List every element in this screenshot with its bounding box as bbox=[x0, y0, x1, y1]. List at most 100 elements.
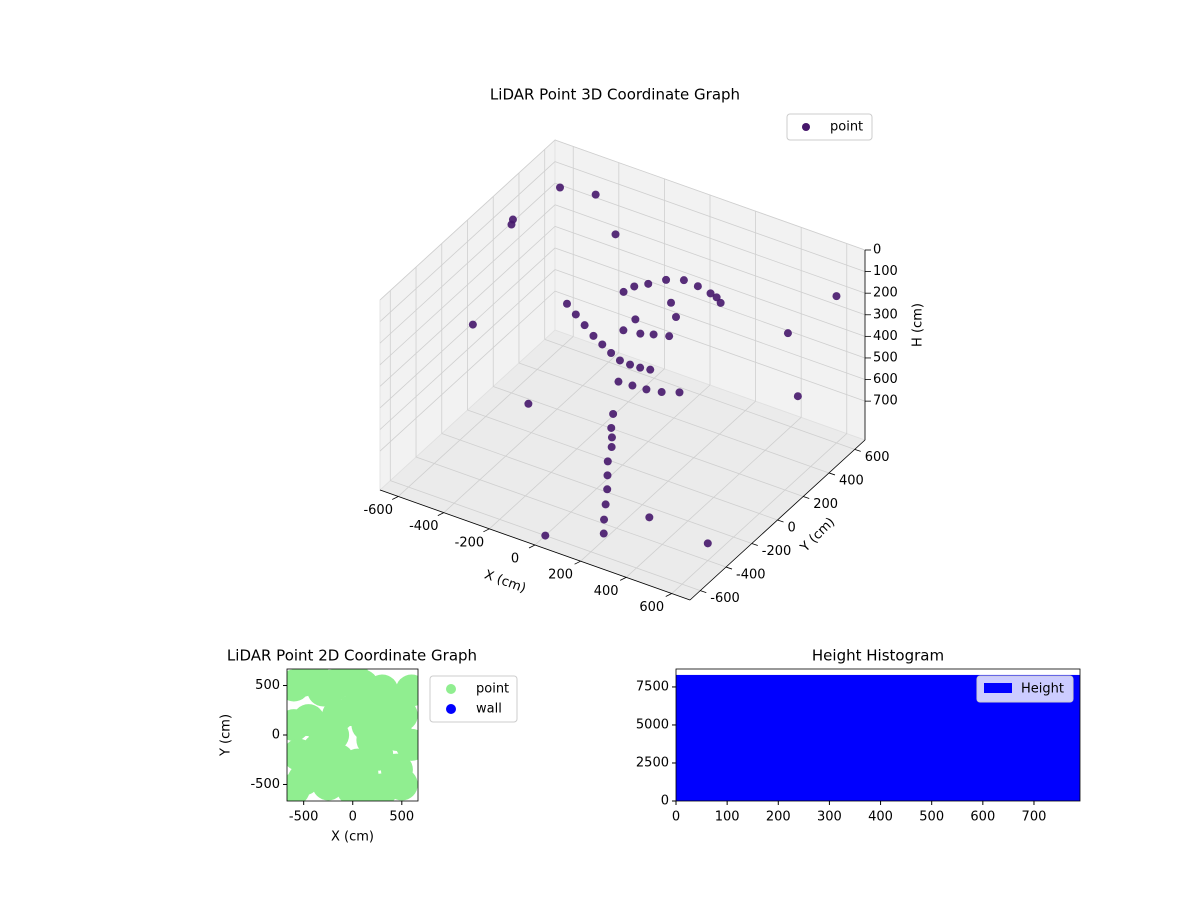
plot-frame bbox=[675, 668, 1081, 802]
y-tick-label: 0 bbox=[788, 521, 796, 536]
legend-marker bbox=[446, 704, 456, 714]
grid-line bbox=[379, 204, 556, 366]
z-tick-label: 500 bbox=[873, 350, 898, 365]
point bbox=[636, 363, 645, 372]
grid-line bbox=[379, 290, 556, 452]
point bbox=[619, 287, 628, 296]
x-tick-label: 400 bbox=[868, 810, 893, 825]
point bbox=[614, 377, 623, 386]
point bbox=[679, 276, 688, 285]
point bbox=[631, 315, 640, 324]
grid-line bbox=[467, 409, 778, 521]
y-tick-label: 400 bbox=[839, 473, 864, 488]
point bbox=[675, 388, 684, 397]
point bbox=[607, 423, 616, 432]
tick-mark bbox=[392, 496, 399, 500]
y-tick-label: -600 bbox=[710, 591, 740, 606]
axis-line bbox=[689, 439, 866, 601]
point bbox=[645, 513, 654, 522]
grid-line bbox=[379, 226, 556, 387]
z-tick-label: 200 bbox=[873, 286, 898, 301]
grid-line bbox=[493, 386, 804, 497]
point bbox=[562, 299, 571, 308]
point bbox=[619, 326, 628, 335]
point bbox=[607, 433, 616, 442]
point bbox=[712, 293, 721, 302]
tick-mark bbox=[751, 543, 758, 546]
x-tick-label: 600 bbox=[639, 600, 664, 615]
x-tick-label: 100 bbox=[715, 810, 740, 825]
z-tick-label: 100 bbox=[873, 264, 898, 279]
y-tick-label: 2500 bbox=[636, 755, 669, 770]
point bbox=[783, 329, 792, 338]
point bbox=[598, 340, 607, 349]
point bbox=[693, 282, 702, 291]
point bbox=[395, 728, 418, 761]
point bbox=[591, 190, 600, 199]
tick-mark bbox=[777, 519, 784, 523]
point bbox=[636, 329, 645, 338]
x-tick-label: -200 bbox=[455, 535, 485, 550]
point bbox=[571, 310, 580, 319]
point bbox=[603, 457, 612, 466]
point bbox=[646, 365, 655, 374]
point bbox=[626, 360, 635, 369]
point bbox=[468, 320, 477, 329]
point bbox=[832, 292, 841, 301]
point bbox=[607, 349, 616, 358]
y-tick-label: 0 bbox=[272, 728, 280, 743]
point bbox=[541, 531, 550, 540]
point bbox=[611, 230, 620, 239]
z-tick-label: 700 bbox=[873, 394, 898, 409]
x-axis-label: X (cm) bbox=[482, 568, 528, 597]
point bbox=[508, 215, 517, 224]
y-tick-label: -200 bbox=[762, 544, 792, 559]
grid-line bbox=[544, 339, 855, 450]
grid-line bbox=[379, 161, 556, 322]
tick-mark bbox=[437, 512, 445, 517]
grid-line bbox=[554, 182, 866, 294]
point bbox=[671, 312, 680, 321]
point bbox=[356, 723, 389, 756]
point bbox=[556, 183, 564, 192]
x-tick-label: 400 bbox=[594, 584, 619, 599]
legend-marker bbox=[984, 683, 1012, 693]
y-tick-label: -500 bbox=[250, 777, 280, 792]
point bbox=[657, 388, 666, 397]
point bbox=[599, 529, 608, 538]
y-axis-label: Y (cm) bbox=[219, 714, 234, 757]
x-tick-label: 200 bbox=[766, 810, 791, 825]
point bbox=[706, 289, 715, 298]
x-tick-label: 500 bbox=[919, 810, 944, 825]
point bbox=[600, 515, 609, 524]
x-tick-label: -400 bbox=[409, 519, 439, 534]
point bbox=[793, 392, 802, 401]
legend-label: Height bbox=[1021, 682, 1064, 697]
tick-mark bbox=[483, 528, 490, 533]
legend-label: wall bbox=[476, 702, 502, 717]
y-tick-label: 500 bbox=[255, 678, 280, 693]
point bbox=[630, 282, 639, 291]
grid-line bbox=[554, 269, 866, 380]
point bbox=[524, 399, 533, 408]
grid-line bbox=[379, 139, 556, 301]
grid-line bbox=[554, 225, 866, 337]
point bbox=[589, 331, 598, 340]
grid-line bbox=[554, 290, 866, 402]
plot-area bbox=[287, 669, 418, 801]
point bbox=[366, 773, 399, 801]
point bbox=[644, 279, 653, 288]
grid-line bbox=[379, 269, 556, 430]
point bbox=[603, 471, 612, 480]
y-axis-label: Y (cm) bbox=[797, 515, 838, 556]
point bbox=[603, 485, 612, 494]
tick-mark bbox=[665, 593, 672, 597]
point bbox=[628, 381, 637, 390]
grid-line bbox=[554, 204, 866, 316]
chart-title: LiDAR Point 2D Coordinate Graph bbox=[227, 647, 477, 665]
point bbox=[580, 321, 589, 330]
y-tick-label: 200 bbox=[813, 497, 838, 512]
point bbox=[665, 332, 674, 341]
x-tick-label: 700 bbox=[1022, 810, 1047, 825]
